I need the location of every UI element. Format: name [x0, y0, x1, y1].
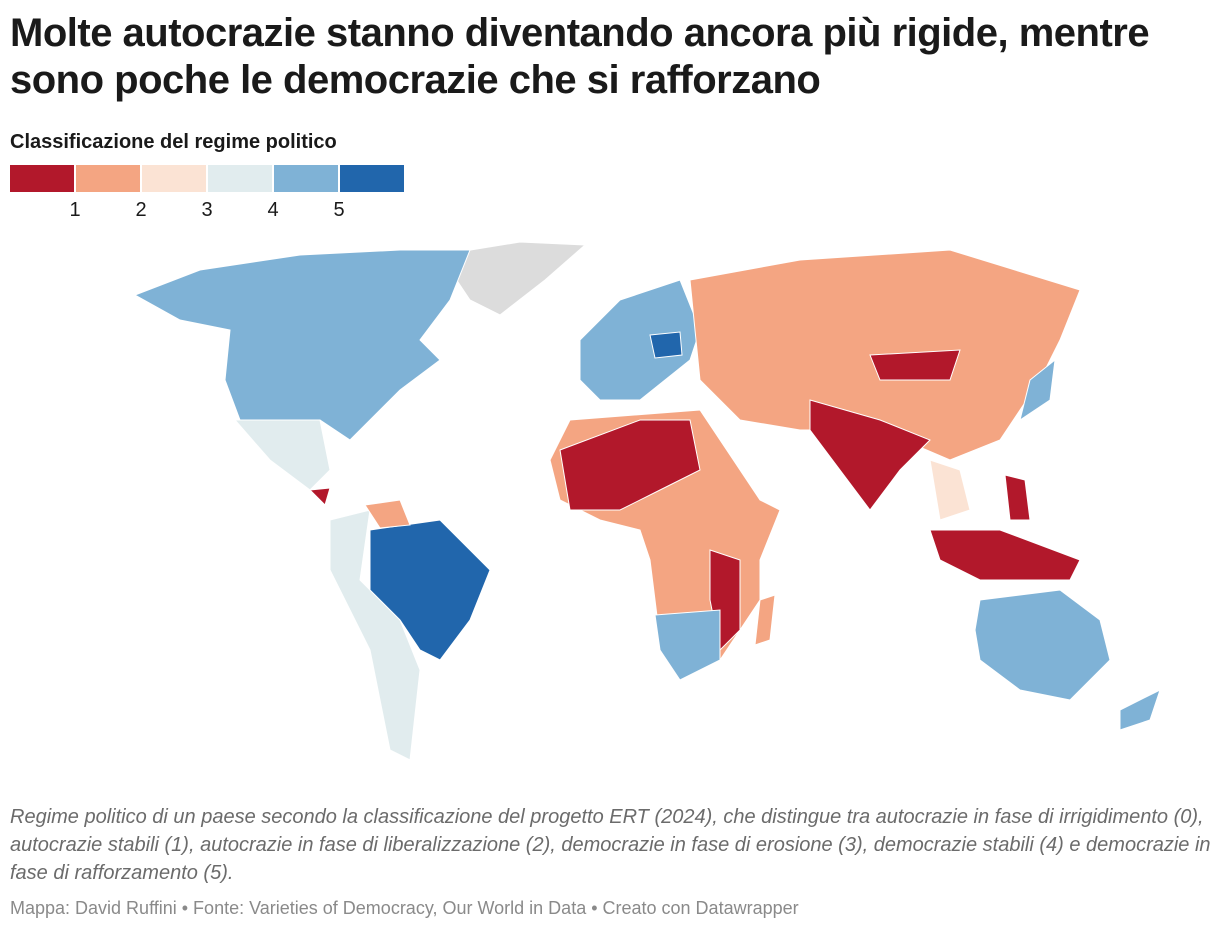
- source: Mappa: David Ruffini • Fonte: Varieties …: [10, 898, 799, 918]
- legend-title: Classificazione del regime politico: [10, 131, 337, 153]
- legend-label: 1: [69, 199, 80, 220]
- description: Regime politico di un paese secondo la c…: [10, 806, 1211, 884]
- legend-swatch: [208, 165, 272, 192]
- legend-swatch: [274, 165, 338, 192]
- brazil: [369, 519, 491, 661]
- poland: [649, 331, 683, 359]
- indonesia: [929, 529, 1081, 581]
- new-zealand: [1119, 689, 1161, 731]
- central-america: [308, 487, 331, 506]
- philippines: [1004, 474, 1031, 521]
- legend-label: 2: [135, 199, 146, 220]
- legend-label: 5: [333, 199, 344, 220]
- legend-swatch: [10, 165, 74, 192]
- sahel: [559, 419, 701, 511]
- legend-swatch: [76, 165, 140, 192]
- australia: [974, 589, 1111, 701]
- southern-africa: [654, 609, 721, 681]
- mexico: [233, 419, 331, 491]
- southeast-asia: [929, 459, 971, 521]
- legend-swatch: [142, 165, 206, 192]
- greenland: [439, 241, 587, 316]
- north-america: [133, 249, 471, 441]
- mongolia: [869, 349, 961, 381]
- world-map: [133, 241, 1161, 761]
- legend-swatch: [340, 165, 404, 192]
- title: Molte autocrazie stanno diventando ancor…: [10, 11, 1150, 102]
- south-asia: [809, 399, 931, 511]
- japan: [1019, 358, 1056, 422]
- legend-label: 4: [267, 199, 278, 220]
- legend: 1 2 3 4 5: [10, 165, 404, 220]
- andes: [329, 509, 421, 761]
- europe: [579, 279, 701, 401]
- venezuela: [364, 499, 411, 529]
- legend-label: 3: [201, 199, 212, 220]
- madagascar: [754, 594, 776, 646]
